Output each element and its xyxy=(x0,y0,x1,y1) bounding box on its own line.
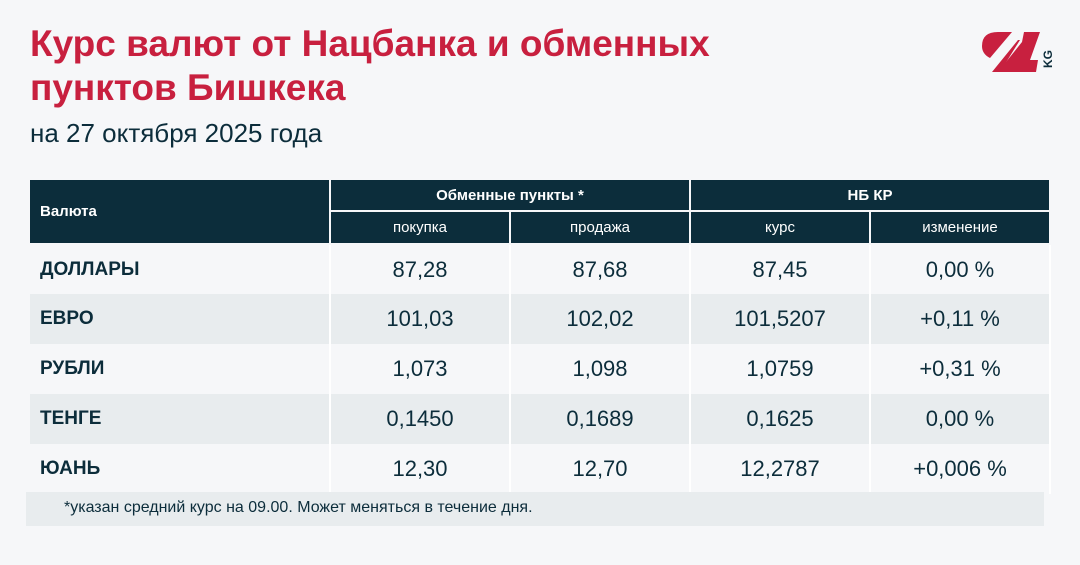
header-nbkr: НБ КР xyxy=(688,180,1052,212)
currency-name: РУБЛИ xyxy=(30,344,331,394)
buy-value: 0,1450 xyxy=(329,394,511,444)
page-subtitle: на 27 октября 2025 года xyxy=(30,118,323,148)
change-value: 0,00 % xyxy=(868,244,1052,294)
table-row: ЕВРО 101,03 102,02 101,5207 +0,11 % xyxy=(30,294,1052,344)
header-exchange-points: Обменные пункты * xyxy=(329,180,691,212)
nb-rate-value: 0,1625 xyxy=(689,394,871,444)
sell-value: 12,70 xyxy=(509,444,691,494)
change-value: +0,31 % xyxy=(868,344,1052,394)
change-value: +0,006 % xyxy=(868,444,1052,494)
page-title: Курс валют от Нацбанка и обменных пункто… xyxy=(30,23,710,108)
24kg-logo: KG xyxy=(982,32,1055,72)
header-buy: покупка xyxy=(329,211,511,245)
header-rate: курс xyxy=(689,211,871,245)
buy-value: 12,30 xyxy=(329,444,511,494)
sell-value: 0,1689 xyxy=(509,394,691,444)
nb-rate-value: 1,0759 xyxy=(689,344,871,394)
sell-value: 87,68 xyxy=(509,244,691,294)
nb-rate-value: 12,2787 xyxy=(689,444,871,494)
table-row: РУБЛИ 1,073 1,098 1,0759 +0,31 % xyxy=(30,344,1052,394)
currency-table: Валюта Обменные пункты * НБ КР покупка п… xyxy=(30,180,1052,494)
table-row: ТЕНГЕ 0,1450 0,1689 0,1625 0,00 % xyxy=(30,394,1052,444)
table-row: ЮАНЬ 12,30 12,70 12,2787 +0,006 % xyxy=(30,444,1052,494)
buy-value: 1,073 xyxy=(329,344,511,394)
nb-rate-value: 101,5207 xyxy=(689,294,871,344)
header-sell: продажа xyxy=(509,211,691,245)
currency-name: ЕВРО xyxy=(30,294,331,344)
nb-rate-value: 87,45 xyxy=(689,244,871,294)
footnote: *указан средний курс на 09.00. Может мен… xyxy=(26,492,1044,526)
sell-value: 1,098 xyxy=(509,344,691,394)
header-currency: Валюта xyxy=(30,180,331,245)
change-value: 0,00 % xyxy=(868,394,1052,444)
change-value: +0,11 % xyxy=(868,294,1052,344)
currency-name: ТЕНГЕ xyxy=(30,394,331,444)
buy-value: 87,28 xyxy=(329,244,511,294)
currency-name: ДОЛЛАРЫ xyxy=(30,244,331,294)
currency-name: ЮАНЬ xyxy=(30,444,331,494)
svg-text:KG: KG xyxy=(1041,50,1055,68)
table-row: ДОЛЛАРЫ 87,28 87,68 87,45 0,00 % xyxy=(30,244,1052,294)
header-change: изменение xyxy=(868,211,1052,245)
sell-value: 102,02 xyxy=(509,294,691,344)
buy-value: 101,03 xyxy=(329,294,511,344)
